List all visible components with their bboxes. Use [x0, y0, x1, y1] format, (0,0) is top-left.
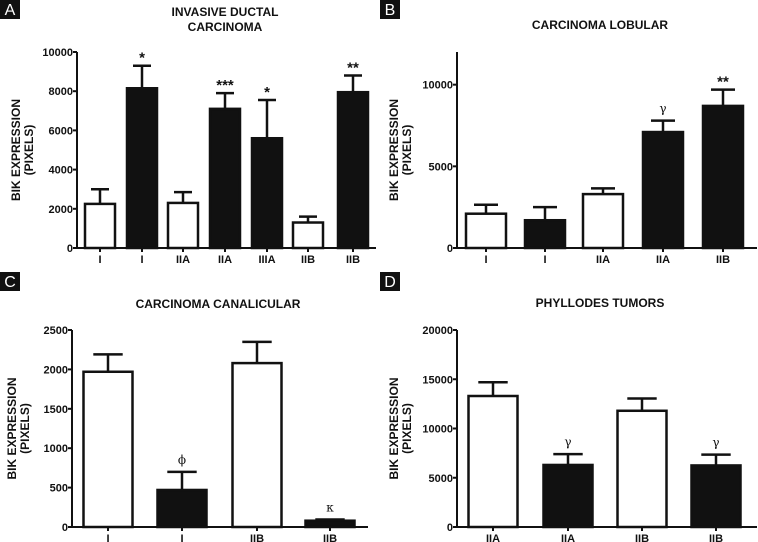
x-tick-label: IIB [301, 254, 315, 266]
bar [166, 201, 200, 250]
y-tick-label: 2500 [44, 325, 68, 337]
y-axis-label: BIK EXPRESSION [9, 99, 23, 201]
significance-marker: * [139, 50, 145, 67]
bar [83, 202, 117, 250]
chart-title: PHYLLODES TUMORS [536, 296, 665, 310]
significance-marker: κ [326, 501, 334, 515]
panel-d: D PHYLLODES TUMORS BIK EXPRESSION (PIXELS) 0… [380, 272, 757, 542]
x-tick-label: IIB [323, 533, 337, 542]
significance-marker: γ [712, 436, 719, 450]
y-tick-label: 0 [447, 243, 453, 255]
x-tick-label: IIB [635, 533, 649, 542]
bar [581, 192, 625, 250]
bar [231, 361, 283, 529]
panel-label-box [380, 272, 400, 291]
panel-label: B [385, 2, 396, 19]
bar [641, 130, 685, 250]
y-axis-label: (PIXELS) [400, 403, 414, 454]
y-tick-label: 10000 [422, 80, 453, 92]
x-tick-label: IIIA [258, 254, 275, 266]
x-tick-label: IIA [656, 254, 670, 266]
x-tick-label: I [140, 254, 143, 266]
x-tick-label: IIB [716, 254, 730, 266]
panel-label-box [0, 0, 20, 19]
bar [690, 464, 742, 529]
y-tick-label: 1000 [44, 443, 68, 455]
bar [523, 218, 567, 250]
y-tick-label: 1500 [44, 404, 68, 416]
y-tick-label: 10000 [422, 424, 453, 436]
x-tick-label: I [98, 254, 101, 266]
bar [616, 409, 668, 529]
x-tick-label: IIA [561, 533, 575, 542]
panel-label: D [384, 274, 396, 291]
x-tick-label: I [543, 254, 546, 266]
significance-marker: ϕ [178, 453, 186, 467]
x-tick-label: IIA [486, 533, 500, 542]
x-tick-label: IIA [596, 254, 610, 266]
y-tick-label: 5000 [429, 473, 453, 485]
x-tick-label: I [106, 533, 109, 542]
y-tick-label: 0 [447, 522, 453, 534]
y-tick-label: 15000 [422, 374, 453, 386]
panel-label: A [5, 2, 16, 19]
bar [467, 394, 519, 529]
bar [291, 221, 325, 250]
significance-marker: γ [564, 435, 571, 449]
y-axis-label: BIK EXPRESSION [387, 99, 401, 201]
significance-marker: ** [347, 60, 359, 77]
y-tick-label: 0 [62, 522, 68, 534]
panel-label: C [4, 274, 16, 291]
panel-label-box [380, 0, 400, 19]
bar [125, 87, 159, 250]
panel-c: C CARCINOMA CANALICULAR BIK EXPRESSION (PIX… [0, 272, 368, 542]
significance-marker: *** [216, 77, 234, 94]
x-tick-label: IIA [218, 254, 232, 266]
y-axis-label: BIK EXPRESSION [387, 377, 401, 479]
x-tick-label: IIA [176, 254, 190, 266]
panel-label-box [0, 272, 20, 291]
bar [542, 463, 594, 529]
x-tick-label: I [484, 254, 487, 266]
chart-title: INVASIVE DUCTAL [172, 5, 279, 19]
y-tick-label: 500 [50, 483, 68, 495]
x-tick-label: IIB [346, 254, 360, 266]
y-axis-label: BIK EXPRESSION [5, 377, 19, 479]
y-axis-label: (PIXELS) [18, 403, 32, 454]
bar [464, 212, 508, 250]
bar [701, 104, 745, 250]
significance-marker: ** [717, 74, 729, 91]
y-tick-label: 2000 [44, 364, 68, 376]
y-tick-label: 8000 [49, 86, 73, 98]
y-axis-label: (PIXELS) [400, 125, 414, 176]
y-tick-label: 5000 [429, 161, 453, 173]
chart-title: CARCINOMA LOBULAR [532, 18, 669, 32]
y-axis-label: (PIXELS) [22, 125, 36, 176]
x-tick-label: I [180, 533, 183, 542]
y-tick-label: 10000 [42, 47, 73, 59]
bar [156, 488, 208, 529]
y-tick-label: 2000 [49, 204, 73, 216]
x-tick-label: IIB [250, 533, 264, 542]
y-tick-label: 20000 [422, 325, 453, 337]
y-tick-label: 6000 [49, 125, 73, 137]
bar [250, 136, 284, 250]
bar [82, 370, 134, 529]
y-tick-label: 4000 [49, 165, 73, 177]
chart-title: CARCINOMA [188, 20, 263, 34]
chart-title: CARCINOMA CANALICULAR [136, 297, 301, 311]
x-tick-label: IIB [709, 533, 723, 542]
y-tick-label: 0 [67, 243, 73, 255]
panel-b: B CARCINOMA LOBULAR BIK EXPRESSION (PIXELS)… [380, 0, 757, 266]
bar [208, 107, 242, 250]
significance-marker: * [264, 84, 270, 101]
bar [304, 519, 356, 529]
bar [336, 90, 370, 250]
significance-marker: γ [659, 102, 666, 116]
